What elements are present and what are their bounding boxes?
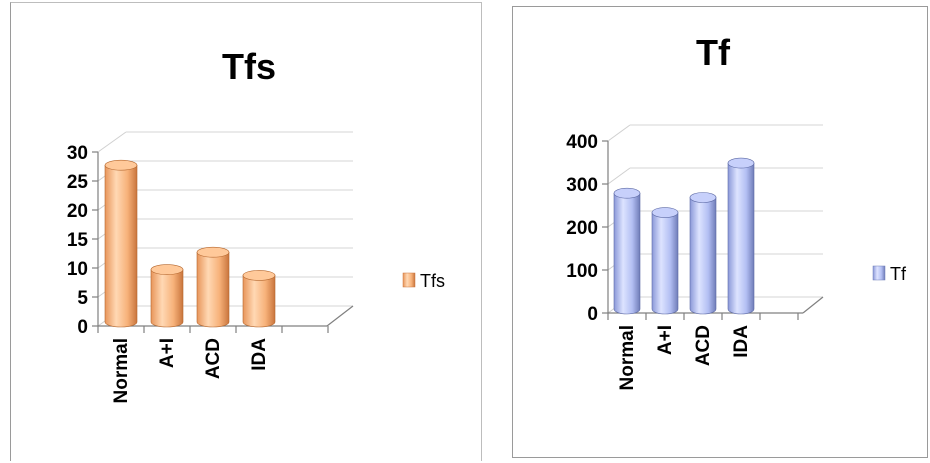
bar-body — [689, 197, 717, 315]
gridline-depth — [607, 167, 631, 185]
bar-body — [651, 212, 679, 315]
chart-title: Tfs — [222, 46, 276, 87]
bar-top — [613, 187, 641, 199]
bar — [242, 270, 276, 328]
bar — [150, 264, 184, 328]
chart-tf: Tf 0 100 200 300 400 Normal A+I ACD IDA Tf — [566, 32, 907, 390]
bar-top — [727, 157, 755, 169]
bar-top — [150, 264, 184, 275]
gridline-depth — [97, 131, 127, 153]
bar-top — [196, 246, 230, 258]
bar-body — [150, 269, 184, 328]
y-tick-label: 200 — [566, 218, 598, 239]
bar-body — [242, 275, 276, 328]
chart-tfs: Tfs 0 5 10 15 20 25 30 Normal A+I ACD IDA Tfs — [67, 46, 445, 403]
x-tick-label: IDA — [249, 338, 270, 371]
bar — [613, 187, 641, 315]
gridline-depth — [607, 124, 631, 142]
legend-swatch — [402, 272, 416, 288]
y-tick-label: 300 — [566, 175, 598, 196]
legend-swatch — [872, 265, 886, 281]
bar-top — [242, 270, 276, 281]
bar-body — [196, 251, 230, 328]
chart-title: Tf — [696, 32, 731, 73]
y-tick-label: 15 — [67, 230, 89, 251]
x-tick-label: Normal — [617, 325, 638, 390]
bar-body — [727, 162, 755, 315]
y-tick-label: 400 — [566, 132, 598, 153]
bar — [689, 192, 717, 315]
y-tick-label: 30 — [67, 143, 88, 164]
x-tick-label: ACD — [203, 338, 224, 379]
x-tick-label: ACD — [693, 325, 714, 366]
y-tick-label: 25 — [67, 172, 89, 193]
bar — [196, 246, 230, 328]
floor-edge — [802, 296, 824, 314]
chart-panel-tf: Tf 0 100 200 300 400 Normal A+I ACD IDA Tf — [512, 6, 928, 458]
y-tick-label: 20 — [67, 201, 88, 222]
x-tick-label: IDA — [731, 325, 752, 358]
legend: Tf — [872, 264, 907, 284]
y-tick-label: 0 — [587, 304, 598, 325]
bar-body — [613, 192, 641, 315]
x-tick-label: Normal — [111, 338, 132, 403]
bar-top — [651, 207, 679, 218]
bar-top — [104, 159, 138, 171]
y-tick-label: 5 — [77, 288, 88, 309]
legend-label: Tfs — [420, 271, 445, 291]
y-tick-label: 100 — [566, 261, 598, 282]
bar — [727, 157, 755, 315]
x-tick-label: A+I — [157, 338, 178, 368]
x-tick-label: A+I — [655, 325, 676, 355]
y-tick-label: 0 — [77, 317, 88, 338]
legend: Tfs — [402, 271, 445, 291]
chart-panel-tfs: Tfs 0 5 10 15 20 25 30 Normal A+I ACD IDA Tfs — [10, 2, 482, 461]
bar-body — [104, 164, 138, 328]
floor-edge — [326, 305, 354, 327]
legend-label: Tf — [890, 264, 907, 284]
bar — [651, 207, 679, 315]
bar-top — [689, 192, 717, 203]
y-tick-label: 10 — [67, 259, 88, 280]
bar — [104, 159, 138, 328]
